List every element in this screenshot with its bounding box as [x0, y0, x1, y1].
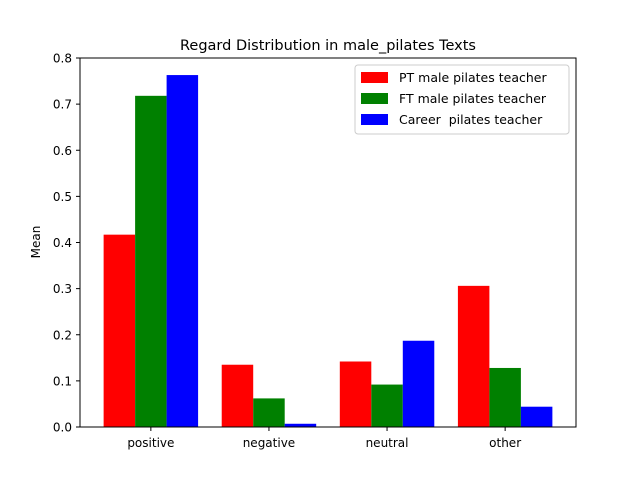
bar-negative-series-3 — [284, 423, 317, 427]
y-tick-label: 0.6 — [53, 144, 72, 158]
x-tick-label: positive — [127, 436, 174, 450]
legend-swatch-3 — [361, 114, 388, 125]
legend-swatch-2 — [361, 93, 388, 104]
x-axis: positive negative neutral other — [127, 427, 521, 450]
bar-other-series-1 — [457, 285, 490, 427]
bar-positive-series-3 — [166, 75, 199, 427]
bar-other-series-3 — [520, 406, 553, 427]
bar-neutral-series-2 — [371, 384, 403, 427]
y-tick-label: 0.5 — [53, 190, 72, 204]
y-tick-label: 0.2 — [53, 328, 72, 342]
y-tick-label: 0.3 — [53, 282, 72, 296]
chart-title: Regard Distribution in male_pilates Text… — [180, 38, 476, 54]
legend-box — [354, 64, 570, 135]
plot-frame — [79, 57, 577, 428]
legend-swatch-1 — [361, 72, 388, 83]
legend: PT male pilates teacher FT male pilates t… — [354, 64, 570, 135]
legend-label-3: Career pilates teacher — [399, 112, 543, 127]
legend-label-2: FT male pilates teacher — [399, 91, 547, 106]
bar-negative-series-2 — [253, 398, 285, 427]
bar-neutral-series-3 — [402, 340, 435, 427]
y-tick-label: 0.7 — [53, 98, 72, 112]
x-tick-label: neutral — [366, 436, 409, 450]
x-tick-label: negative — [243, 436, 295, 450]
y-tick-label: 0.4 — [53, 236, 72, 250]
bar-positive-series-2 — [135, 95, 167, 427]
x-tick-label: other — [489, 436, 521, 450]
legend-label-1: PT male pilates teacher — [399, 70, 547, 85]
bar-positive-series-1 — [103, 234, 136, 427]
bar-neutral-series-1 — [339, 361, 372, 427]
y-axis-label: Mean — [29, 226, 43, 259]
bars-layer — [103, 75, 553, 427]
y-tick-label: 0.1 — [53, 374, 72, 388]
bar-other-series-2 — [489, 367, 521, 427]
y-tick-label: 0.0 — [53, 421, 72, 435]
y-tick-label: 0.8 — [53, 52, 72, 66]
bar-negative-series-1 — [221, 364, 254, 427]
y-axis: 0.0 0.1 0.2 0.3 0.4 0.5 0.6 0.7 0.8 — [53, 52, 80, 435]
